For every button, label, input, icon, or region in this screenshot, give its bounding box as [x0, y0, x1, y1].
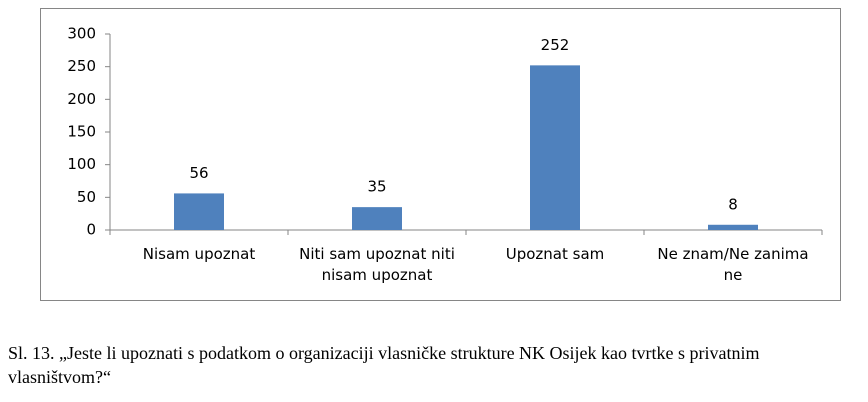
y-tick-label: 100 — [67, 155, 96, 173]
bar — [708, 224, 758, 230]
x-tick-label: Upoznat sam — [505, 245, 605, 263]
x-tick-label: Niti sam upoznat niti nisam upoznat — [299, 245, 455, 284]
bar — [530, 65, 580, 230]
data-label: 8 — [728, 195, 738, 213]
chart: 0 50 100 150 200 250 300 56 35 252 8 — [67, 25, 823, 239]
y-tick-label: 250 — [67, 57, 96, 75]
y-tick-label: 50 — [77, 188, 96, 206]
data-label: 56 — [189, 164, 208, 182]
data-label: 35 — [367, 178, 386, 196]
y-tick-label: 0 — [86, 221, 96, 239]
bar — [352, 207, 402, 230]
bar — [174, 193, 224, 230]
y-tick-label: 150 — [67, 123, 96, 141]
chart-frame — [40, 8, 841, 301]
x-tick-label: Nisam upoznat — [142, 245, 256, 263]
x-tick-label: Ne znam/Ne zanima ne — [657, 245, 809, 284]
y-tick-label: 200 — [67, 90, 96, 108]
figure-caption: Sl. 13. „Jeste li upoznati s podatkom o … — [8, 343, 760, 387]
data-label: 252 — [541, 36, 570, 54]
y-tick-label: 300 — [67, 25, 96, 43]
